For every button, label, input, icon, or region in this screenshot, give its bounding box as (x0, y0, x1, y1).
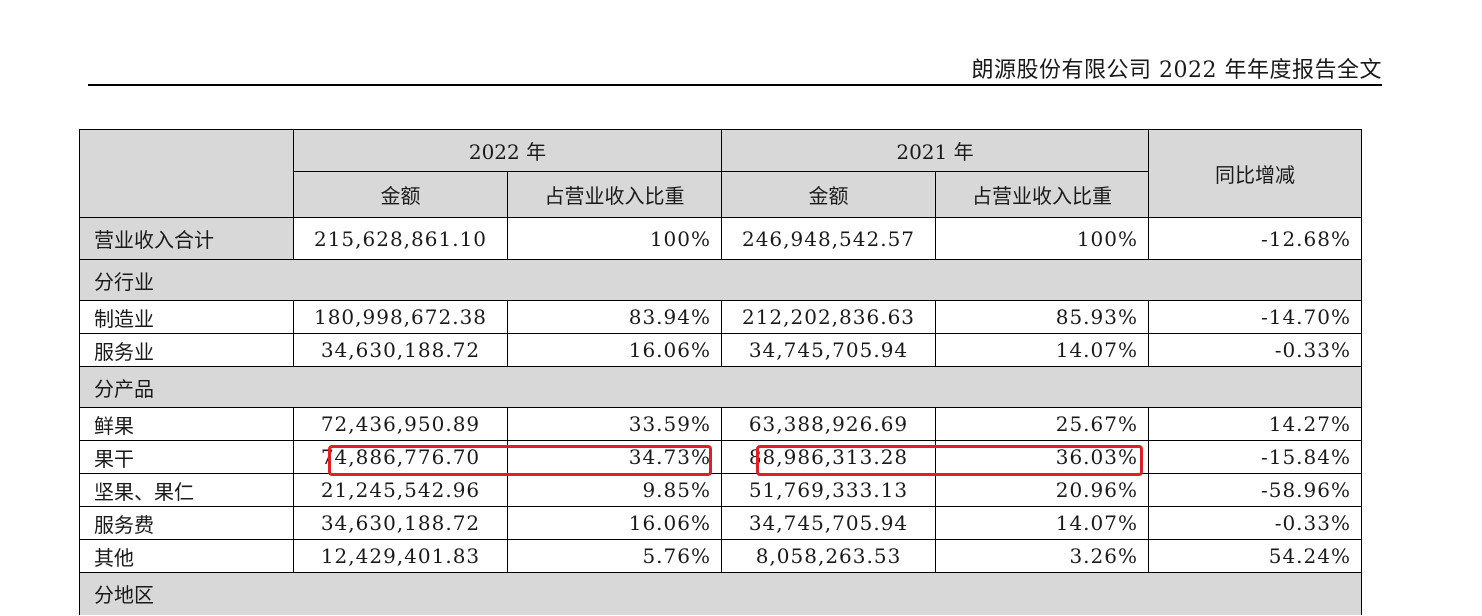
ratio-2022: 83.94% (507, 300, 722, 334)
amount-2022: 34,630,188.72 (293, 333, 508, 367)
row-label: 制造业 (79, 300, 294, 334)
table-row-total: 营业收入合计 215,628,861.10 100% 246,948,542.5… (79, 217, 1362, 260)
yoy-change: 54.24% (1148, 539, 1362, 573)
row-label: 营业收入合计 (79, 217, 294, 260)
amount-2022: 12,429,401.83 (293, 539, 508, 573)
row-label: 鲜果 (79, 407, 294, 441)
row-label: 服务费 (79, 506, 294, 540)
year-2021-header: 2021 年 (721, 129, 1149, 172)
amount-2021: 246,948,542.57 (721, 217, 936, 260)
amount-2021: 51,769,333.13 (721, 473, 936, 507)
row-label: 其他 (79, 539, 294, 573)
header-divider (88, 84, 1382, 86)
table-row: 服务费 34,630,188.72 16.06% 34,745,705.94 1… (79, 506, 1362, 540)
amount-2021: 8,058,263.53 (721, 539, 936, 573)
table-row: 其他 12,429,401.83 5.76% 8,058,263.53 3.26… (79, 539, 1362, 573)
section-label: 分地区 (79, 572, 1362, 615)
yoy-change: -12.68% (1148, 217, 1362, 260)
ratio-2022: 16.06% (507, 333, 722, 367)
amount-2021-header: 金额 (721, 171, 936, 218)
amount-2022: 72,436,950.89 (293, 407, 508, 441)
yoy-header: 同比增减 (1148, 129, 1362, 218)
ratio-2021: 25.67% (935, 407, 1149, 441)
ratio-2022: 33.59% (507, 407, 722, 441)
yoy-change: 14.27% (1148, 407, 1362, 441)
table-row: 坚果、果仁 21,245,542.96 9.85% 51,769,333.13 … (79, 473, 1362, 507)
highlight-box-2021 (756, 445, 1143, 476)
amount-2022: 21,245,542.96 (293, 473, 508, 507)
ratio-2021: 85.93% (935, 300, 1149, 334)
amount-2022: 34,630,188.72 (293, 506, 508, 540)
ratio-2021-header: 占营业收入比重 (935, 171, 1149, 218)
yoy-change: -58.96% (1148, 473, 1362, 507)
ratio-2021: 14.07% (935, 333, 1149, 367)
yoy-change: -14.70% (1148, 300, 1362, 334)
section-row-product: 分产品 (79, 366, 1362, 408)
corner-cell (79, 129, 294, 218)
ratio-2022: 5.76% (507, 539, 722, 573)
ratio-2022-header: 占营业收入比重 (507, 171, 722, 218)
row-label: 果干 (79, 440, 294, 474)
revenue-composition-table: 2022 年 2021 年 同比增减 金额 占营业收入比重 金额 占营业收入比重… (79, 129, 1362, 615)
ratio-2021: 3.26% (935, 539, 1149, 573)
amount-2021: 63,388,926.69 (721, 407, 936, 441)
report-header-title: 朗源股份有限公司 2022 年年度报告全文 (971, 58, 1382, 83)
amount-2022: 215,628,861.10 (293, 217, 508, 260)
year-2022-header: 2022 年 (293, 129, 722, 172)
amount-2022: 180,998,672.38 (293, 300, 508, 334)
yoy-change: -0.33% (1148, 333, 1362, 367)
row-label: 坚果、果仁 (79, 473, 294, 507)
yoy-change: -15.84% (1148, 440, 1362, 474)
ratio-2022: 9.85% (507, 473, 722, 507)
section-row-region: 分地区 (79, 572, 1362, 615)
section-label: 分行业 (79, 259, 1362, 301)
amount-2021: 34,745,705.94 (721, 333, 936, 367)
table-row: 服务业 34,630,188.72 16.06% 34,745,705.94 1… (79, 333, 1362, 367)
amount-2022-header: 金额 (293, 171, 508, 218)
ratio-2022: 100% (507, 217, 722, 260)
ratio-2021: 20.96% (935, 473, 1149, 507)
row-label: 服务业 (79, 333, 294, 367)
section-label: 分产品 (79, 366, 1362, 408)
amount-2021: 34,745,705.94 (721, 506, 936, 540)
ratio-2021: 100% (935, 217, 1149, 260)
section-row-industry: 分行业 (79, 259, 1362, 301)
yoy-change: -0.33% (1148, 506, 1362, 540)
table-row: 果干 74,886,776.70 34.73% 88,986,313.28 36… (79, 440, 1362, 474)
table-row: 制造业 180,998,672.38 83.94% 212,202,836.63… (79, 300, 1362, 334)
ratio-2021: 14.07% (935, 506, 1149, 540)
ratio-2022: 16.06% (507, 506, 722, 540)
table-row: 鲜果 72,436,950.89 33.59% 63,388,926.69 25… (79, 407, 1362, 441)
amount-2021: 212,202,836.63 (721, 300, 936, 334)
highlight-box-2022 (328, 445, 712, 476)
